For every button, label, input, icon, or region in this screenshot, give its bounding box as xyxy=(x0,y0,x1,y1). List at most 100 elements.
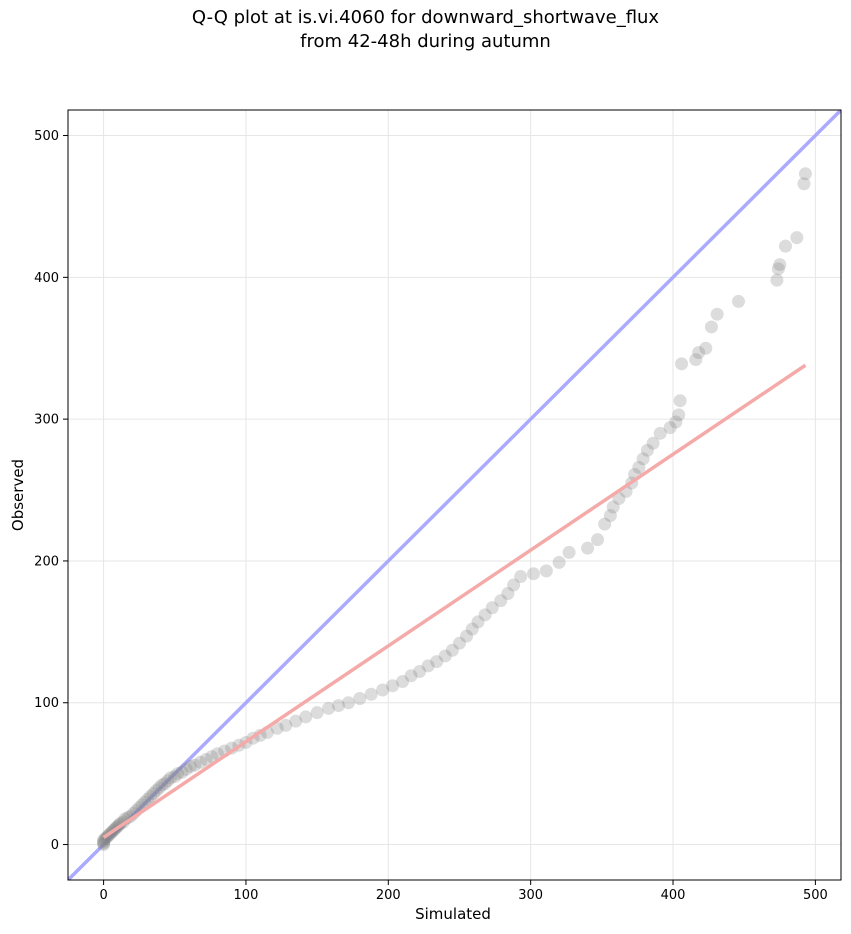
qq-point xyxy=(770,273,784,287)
qq-point xyxy=(514,570,528,584)
qq-point xyxy=(507,578,521,592)
qq-point xyxy=(141,792,155,806)
qq-point xyxy=(149,784,163,798)
grid xyxy=(68,110,841,880)
x-tick-label: 500 xyxy=(803,888,828,903)
qq-point xyxy=(673,394,687,408)
qq-point xyxy=(413,665,427,679)
qq-point xyxy=(144,789,158,803)
qq-point xyxy=(310,706,324,720)
qq-point xyxy=(404,669,418,683)
qq-point xyxy=(376,683,390,697)
qq-point xyxy=(460,629,474,643)
qq-point xyxy=(501,587,515,601)
qq-point xyxy=(778,239,792,253)
qq-point xyxy=(193,755,207,769)
x-tick-label: 300 xyxy=(518,888,543,903)
qq-point xyxy=(445,643,459,657)
x-tick-label: 200 xyxy=(376,888,401,903)
y-tick-label: 100 xyxy=(34,696,59,711)
qq-point xyxy=(581,541,595,555)
qq-point xyxy=(692,345,706,359)
qq-point xyxy=(155,778,169,792)
qq-point xyxy=(199,752,213,766)
qq-point xyxy=(699,341,713,355)
qq-point xyxy=(163,771,177,785)
qq-point xyxy=(798,167,812,181)
qq-point xyxy=(539,564,553,578)
qq-point xyxy=(710,307,724,321)
qq-point xyxy=(299,710,313,724)
qq-point xyxy=(797,177,811,191)
chart-title-line-2: from 42-48h during autumn xyxy=(300,31,551,52)
y-axis-ticks: 0 100 200 300 400 500 xyxy=(34,129,68,853)
qq-point xyxy=(138,795,152,809)
qq-point xyxy=(171,767,185,781)
qq-point xyxy=(598,517,612,531)
qq-point xyxy=(97,836,111,850)
y-tick-label: 200 xyxy=(34,554,59,569)
qq-point xyxy=(704,320,718,334)
qq-point xyxy=(158,777,172,791)
qq-point xyxy=(552,555,566,569)
qq-point xyxy=(675,357,689,371)
x-tick-label: 100 xyxy=(234,888,259,903)
qq-point xyxy=(421,659,435,673)
qq-point xyxy=(646,436,660,450)
qq-point xyxy=(188,758,202,772)
qq-point xyxy=(669,415,683,429)
qq-point xyxy=(341,696,355,710)
qq-point xyxy=(591,533,605,547)
qq-point xyxy=(773,258,787,272)
qq-point xyxy=(279,718,293,732)
qq-point xyxy=(146,786,160,800)
x-tick-label: 0 xyxy=(99,888,107,903)
qq-point xyxy=(168,769,182,783)
qq-point xyxy=(640,443,654,457)
qq-point xyxy=(562,545,576,559)
qq-point xyxy=(485,601,499,615)
qq-point xyxy=(452,636,466,650)
qq-point xyxy=(253,728,267,742)
qq-point xyxy=(603,509,617,523)
qq-point xyxy=(636,452,650,466)
qq-point xyxy=(790,231,804,245)
qq-point xyxy=(386,679,400,693)
qq-point xyxy=(663,421,677,435)
qq-point xyxy=(289,714,303,728)
qq-point xyxy=(97,835,111,849)
axes-frame xyxy=(67,109,842,881)
y-tick-label: 500 xyxy=(34,129,59,144)
qq-point xyxy=(97,838,111,852)
x-tick-label: 400 xyxy=(661,888,686,903)
qq-point xyxy=(152,781,166,795)
qq-point xyxy=(471,615,485,629)
y-axis-label: Observed xyxy=(9,458,27,532)
x-axis-label: Simulated xyxy=(415,905,491,923)
qq-point xyxy=(161,774,175,788)
qq-point xyxy=(430,655,444,669)
qq-point xyxy=(632,460,646,474)
fit-line xyxy=(102,363,807,839)
qq-point xyxy=(478,608,492,622)
qq-point xyxy=(689,353,703,367)
qq-point xyxy=(672,408,686,422)
qq-point xyxy=(205,750,219,764)
qq-point xyxy=(179,762,193,776)
identity-line xyxy=(68,110,841,880)
qq-point xyxy=(322,701,336,715)
qq-point xyxy=(175,765,189,779)
y-tick-label: 300 xyxy=(34,413,59,428)
qq-point xyxy=(527,567,541,581)
qq-point xyxy=(396,674,410,688)
qq-point xyxy=(438,649,452,663)
qq-point xyxy=(270,721,284,735)
qq-point xyxy=(732,294,746,308)
qq-point xyxy=(465,622,479,636)
qq-point xyxy=(612,492,626,506)
qq-point xyxy=(183,760,197,774)
qq-point xyxy=(606,500,620,514)
y-tick-label: 400 xyxy=(34,271,59,286)
